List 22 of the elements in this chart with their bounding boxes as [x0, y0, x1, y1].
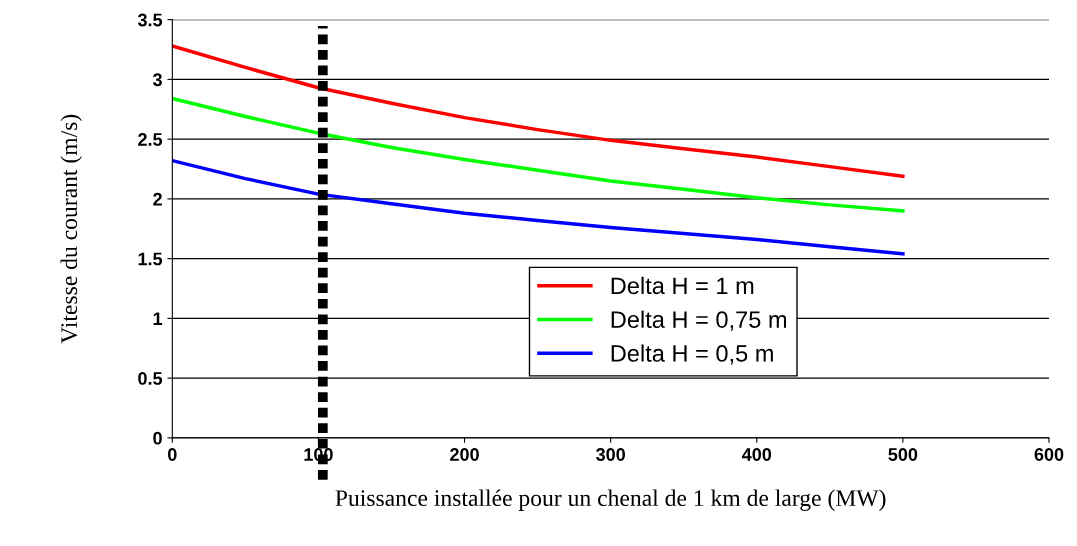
legend-label: Delta H = 0,5 m [611, 344, 773, 365]
line-series [172, 96, 905, 213]
x-tick-label: 500 [888, 448, 918, 461]
x-axis-title: Puissance installée pour un chenal de 1 km de large (MW) [335, 489, 886, 511]
x-tick-label: 600 [1034, 448, 1064, 461]
y-tick-label: 0.5 [138, 372, 163, 385]
line-series [172, 44, 905, 178]
x-tick-label: 300 [596, 448, 625, 461]
y-tick-label: 2 [153, 192, 162, 206]
line-series [172, 158, 905, 256]
legend-label: Delta H = 0,75 m [611, 310, 787, 331]
y-tick-label: 1 [153, 312, 163, 325]
x-tick-label: 200 [450, 448, 479, 461]
x-tick-label: 400 [741, 448, 772, 461]
y-tick-label: 3 [152, 73, 162, 87]
legend-label: Delta H = 1 m [611, 276, 754, 295]
x-tick-label: 0 [168, 448, 177, 461]
y-tick-label: 3.5 [137, 13, 163, 27]
y-tick-label: 1.5 [138, 252, 163, 266]
y-axis-title: Vitesse du courant (m/s) [60, 114, 82, 344]
y-tick-label: 2.5 [138, 133, 163, 146]
y-tick-label: 0 [153, 431, 162, 445]
